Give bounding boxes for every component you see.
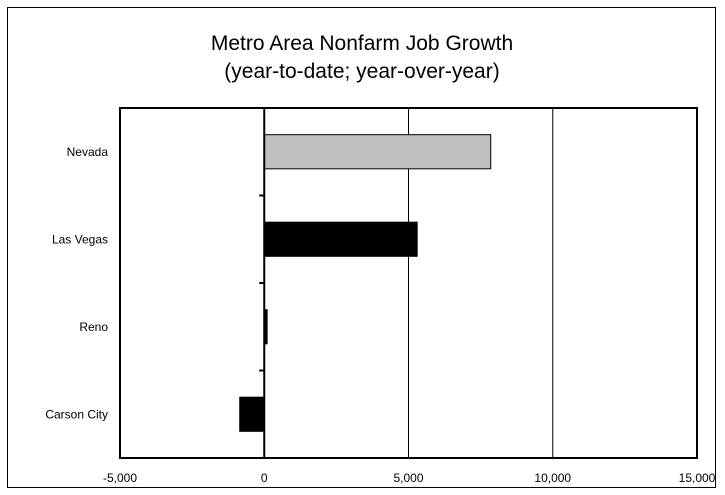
plot-area: Nevada Las Vegas Reno Carson City -5,000 0 5,0… <box>45 107 716 485</box>
x-tick-label-2: 5,000 <box>393 471 423 485</box>
bar-las-vegas <box>263 221 418 257</box>
category-label-carson-city: Carson City <box>45 407 108 421</box>
plot-border <box>119 107 698 459</box>
x-tick-label-1: 0 <box>261 471 268 485</box>
bar-nevada <box>263 134 492 170</box>
x-tick-label-3: 10,000 <box>534 471 571 485</box>
chart-title-line-1: Metro Area Nonfarm Job Growth <box>211 32 513 55</box>
chart-frame <box>7 7 716 488</box>
category-label-nevada: Nevada <box>67 145 109 159</box>
category-label-reno: Reno <box>79 320 108 334</box>
bar-carson-city <box>239 396 265 432</box>
chart-title-line-2: (year-to-date; year-over-year) <box>224 60 499 83</box>
x-tick-label-4: 15,000 <box>679 471 716 485</box>
x-tick-label-0: -5,000 <box>103 471 137 485</box>
category-label-las-vegas: Las Vegas <box>52 232 108 246</box>
